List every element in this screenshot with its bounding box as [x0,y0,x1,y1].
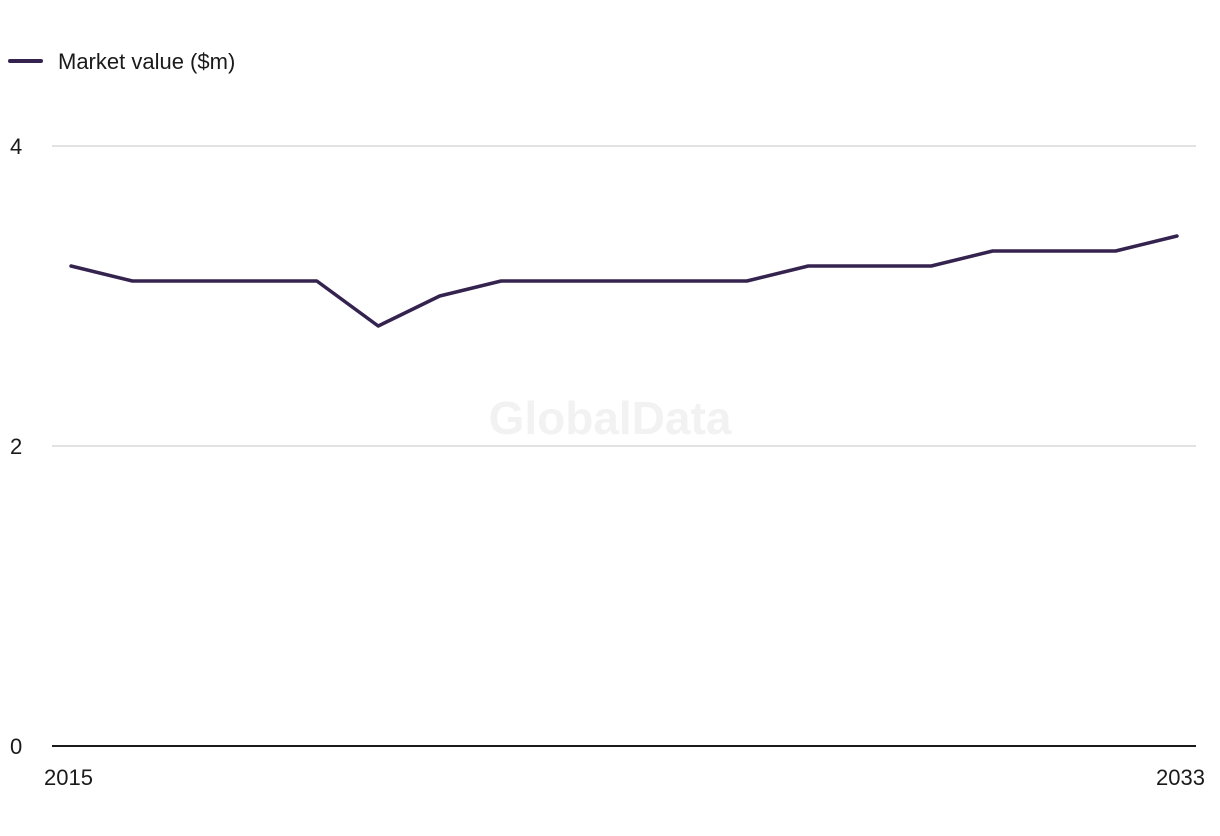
legend: Market value ($m) [8,49,235,74]
x-tick-label: 2015 [44,765,93,790]
x-tick-label: 2033 [1156,765,1205,790]
y-axis-ticks: 0 2 4 [10,134,22,759]
y-tick-label: 2 [10,434,22,459]
watermark: GlobalData [489,392,732,444]
gridlines [52,145,1196,447]
legend-label: Market value ($m) [58,49,235,74]
y-tick-label: 4 [10,134,22,159]
x-axis-ticks: 2015 2033 [44,765,1205,790]
y-tick-label: 0 [10,734,22,759]
series-layer [69,234,1179,328]
